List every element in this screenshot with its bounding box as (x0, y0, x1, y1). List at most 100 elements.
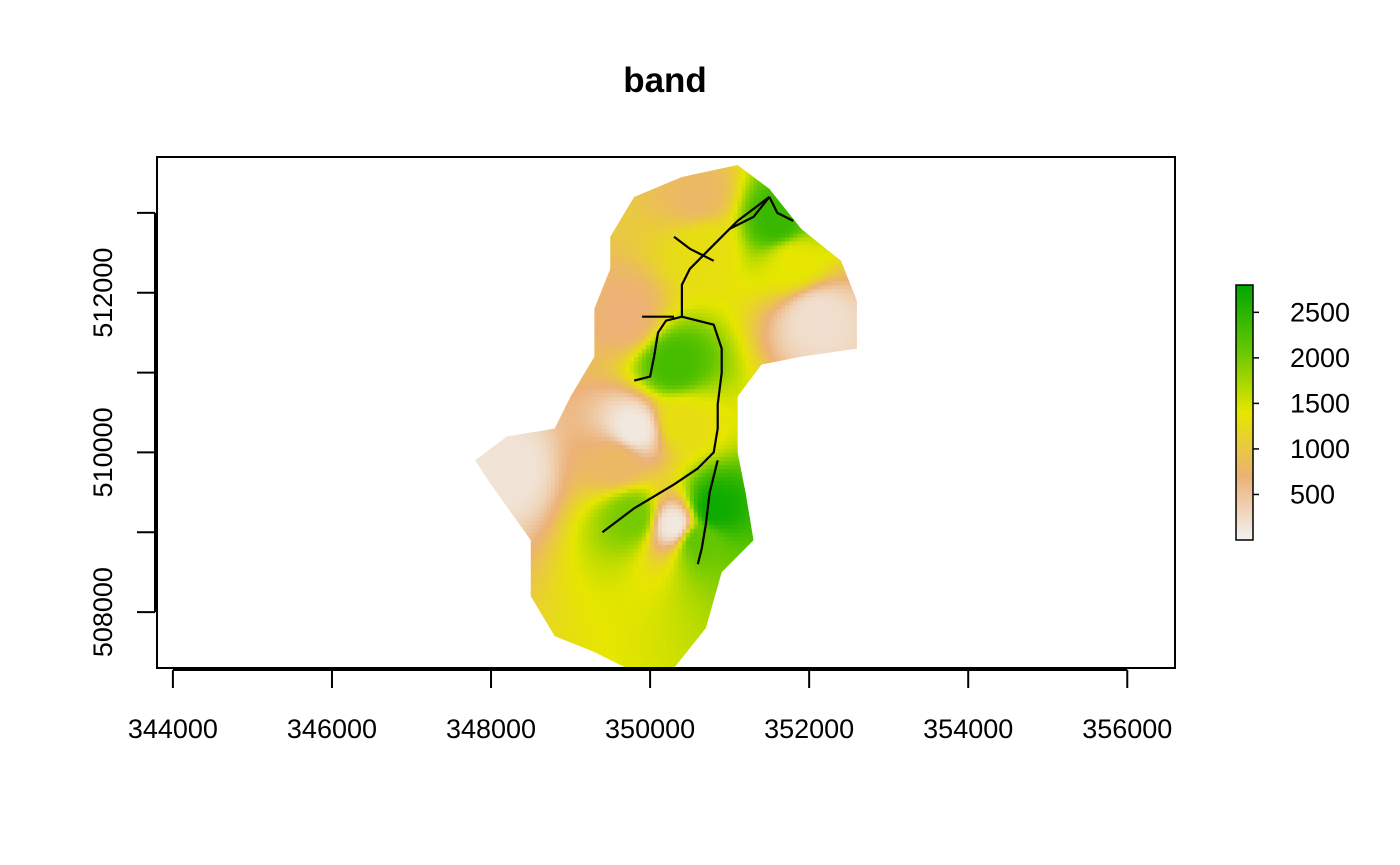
raster-cell (777, 608, 782, 613)
raster-cell (530, 616, 536, 621)
raster-cell (491, 520, 496, 525)
raster-cell (503, 560, 508, 565)
raster-cell (817, 604, 822, 609)
raster-cell (622, 636, 627, 641)
raster-cell (670, 580, 675, 585)
raster-cell (777, 496, 782, 501)
raster-cell (622, 524, 627, 529)
raster-cell (753, 484, 759, 489)
raster-cell (677, 652, 683, 657)
raster-cell (503, 568, 508, 573)
raster-cell (554, 516, 560, 521)
raster-cell (666, 632, 671, 637)
raster-cell (503, 656, 508, 661)
raster-cell (626, 552, 631, 557)
raster-cell (510, 572, 516, 577)
raster-cell (598, 504, 603, 509)
raster-cell (833, 512, 838, 517)
raster-cell (578, 496, 584, 501)
raster-cell (745, 636, 751, 641)
raster-cell (566, 580, 572, 585)
raster-cell (753, 552, 759, 557)
raster-cell (614, 568, 619, 573)
raster-cell (693, 508, 699, 513)
raster-cell (813, 516, 818, 521)
raster-cell (499, 552, 504, 557)
raster-cell (550, 576, 556, 581)
raster-cell (598, 620, 603, 625)
raster-cell (733, 604, 739, 609)
raster-cell (646, 500, 651, 505)
raster-cell (475, 532, 480, 537)
raster-cell (610, 620, 615, 625)
raster-cell (578, 600, 584, 605)
raster-cell (781, 472, 786, 477)
raster-cell (741, 480, 747, 485)
raster-cell (745, 488, 751, 493)
raster-cell (725, 460, 731, 465)
raster-cell (503, 628, 508, 633)
raster-cell (729, 528, 735, 533)
raster-cell (821, 476, 826, 481)
raster-cell (852, 556, 857, 561)
raster-cell (590, 600, 595, 605)
raster-cell (833, 548, 838, 553)
raster-cell (514, 620, 520, 625)
raster-cell (526, 616, 532, 621)
raster-cell (801, 632, 806, 637)
raster-cell (542, 500, 548, 505)
raster-cell (598, 560, 603, 565)
raster-cell (689, 564, 695, 569)
raster-cell (805, 552, 810, 557)
raster-cell (586, 552, 592, 557)
raster-cell (483, 580, 488, 585)
raster-cell (757, 612, 763, 617)
raster-cell (825, 580, 830, 585)
raster-cell (713, 596, 719, 601)
raster-cell (789, 620, 794, 625)
raster-cell (606, 528, 611, 533)
raster-cell (793, 528, 798, 533)
raster-cell (705, 552, 711, 557)
raster-cell (709, 596, 715, 601)
raster-cell (554, 552, 560, 557)
raster-cell (844, 548, 850, 553)
raster-cell (666, 548, 671, 553)
raster-cell (844, 480, 850, 485)
raster-cell (491, 460, 496, 465)
raster-cell (757, 464, 763, 469)
raster-cell (618, 568, 623, 573)
raster-cell (506, 476, 512, 481)
raster-cell (518, 476, 524, 481)
raster-cell (514, 544, 520, 549)
raster-cell (833, 640, 838, 645)
raster-cell (503, 632, 508, 637)
raster-cell (534, 560, 540, 565)
raster-cell (829, 480, 834, 485)
raster-cell (677, 516, 683, 521)
raster-cell (749, 548, 755, 553)
raster-cell (777, 504, 782, 509)
raster-cell (705, 548, 711, 553)
raster-cell (848, 624, 854, 629)
raster-cell (506, 624, 512, 629)
raster-cell (801, 616, 806, 621)
raster-cell (825, 596, 830, 601)
raster-cell (681, 472, 687, 477)
raster-cell (590, 644, 595, 649)
raster-cell (510, 536, 516, 541)
raster-cell (769, 508, 774, 513)
raster-cell (729, 532, 735, 537)
raster-cell (554, 560, 560, 565)
raster-cell (646, 580, 651, 585)
raster-cell (578, 520, 584, 525)
raster-cell (514, 600, 520, 605)
raster-cell (773, 564, 778, 569)
raster-cell (852, 548, 857, 553)
raster-cell (646, 532, 651, 537)
raster-cell (689, 608, 695, 613)
raster-cell (769, 476, 774, 481)
raster-cell (526, 464, 532, 469)
raster-cell (642, 624, 647, 629)
raster-cell (646, 588, 651, 593)
